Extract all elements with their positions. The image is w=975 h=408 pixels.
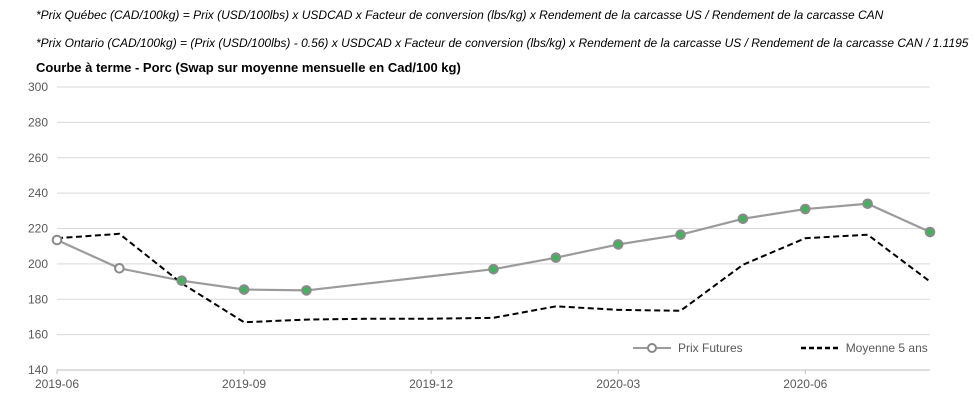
y-axis-label: 260	[28, 151, 48, 165]
data-point-2019-10	[301, 285, 312, 296]
series-line-moyenne-5-ans	[56, 232, 931, 324]
y-axis-label: 220	[28, 222, 48, 236]
data-point-2020-06	[799, 203, 811, 215]
x-axis-label: 2019-09	[222, 377, 266, 391]
data-point-2020-04	[675, 229, 686, 240]
y-axis-label: 200	[28, 257, 48, 271]
moyenne-5-ans-dashed-swatch-icon	[800, 346, 839, 350]
data-point-2019-09	[238, 284, 250, 295]
legend-item-moyenne-5-ans: Moyenne 5 ans	[800, 341, 928, 355]
data-point-2020-02	[550, 252, 562, 263]
y-axis-label: 300	[28, 80, 48, 94]
legend-item-prix-futures: Prix Futures	[633, 341, 743, 355]
chart-legend: Prix Futures Moyenne 5 ans	[633, 340, 928, 356]
y-axis-label: 180	[28, 292, 48, 306]
y-axis-label: 160	[28, 328, 48, 342]
note-prix-quebec: *Prix Québec (CAD/100kg) = Prix (USD/100…	[36, 8, 884, 22]
note-prix-ontario: *Prix Ontario (CAD/100kg) = (Prix (USD/1…	[36, 36, 969, 50]
x-axis-label: 2020-03	[596, 377, 640, 391]
x-axis-label: 2019-06	[35, 377, 79, 391]
x-axis-label: 2020-06	[783, 377, 827, 391]
data-point-2019-06	[51, 234, 63, 246]
chart-title: Courbe à terme - Porc (Swap sur moyenne …	[36, 60, 461, 75]
y-axis-label: 240	[28, 186, 48, 200]
data-point-2020-03	[612, 239, 624, 250]
data-point-2020-05	[737, 213, 749, 225]
data-point-2020-01	[488, 263, 499, 275]
data-point-2020-07	[862, 198, 873, 210]
x-axis-label: 2019-12	[409, 377, 453, 391]
y-axis-label: 140	[28, 363, 48, 377]
legend-label-prix-futures: Prix Futures	[678, 341, 743, 355]
y-axis-label: 280	[28, 115, 48, 129]
series-line-prix-futures	[56, 202, 931, 292]
data-point-2019-08	[176, 275, 188, 286]
prix-futures-line-swatch-icon	[633, 343, 671, 353]
legend-label-moyenne-5-ans: Moyenne 5 ans	[845, 341, 928, 355]
data-point-2019-07	[114, 262, 125, 274]
data-point-2020-08	[924, 226, 936, 238]
